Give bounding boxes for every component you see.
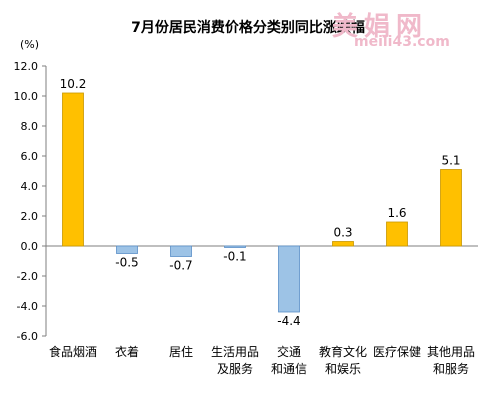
bar (278, 245, 300, 313)
y-tick-label: 0.0 (21, 240, 39, 253)
bar-value-label: 10.2 (60, 77, 87, 91)
y-tick-label: 6.0 (21, 150, 39, 163)
y-tick-label: -2.0 (17, 270, 38, 283)
x-category-label: 其他用品 (427, 345, 475, 359)
bar (62, 92, 84, 247)
chart-title: 7月份居民消费价格分类别同比涨跌幅 (131, 20, 365, 36)
bar (332, 241, 354, 247)
bar-value-label: 0.3 (333, 226, 352, 240)
x-category-label: 和服务 (433, 361, 469, 376)
bar-value-label: -0.7 (169, 259, 192, 273)
bar (224, 245, 246, 248)
x-category-label: 食品烟酒 (49, 344, 97, 359)
bar (440, 169, 462, 247)
bar-value-label: -0.1 (223, 250, 246, 264)
x-category-label: 医疗保健 (373, 345, 421, 359)
bar-value-label: -0.5 (115, 256, 138, 270)
x-category-label: 及服务 (217, 361, 253, 376)
x-category-label: 居住 (169, 345, 193, 359)
x-category-label: 生活用品 (211, 345, 259, 359)
y-tick-label: 10.0 (14, 90, 39, 103)
watermark-logo: 美娟网 meili43.com (332, 6, 492, 54)
bar (116, 245, 138, 254)
y-tick-label: 12.0 (14, 60, 39, 73)
y-tick-label: 2.0 (21, 210, 39, 223)
y-tick-label: 8.0 (21, 120, 39, 133)
bar-value-label: 5.1 (441, 154, 460, 168)
y-tick-label: 4.0 (21, 180, 39, 193)
watermark-main: 美娟网 (332, 12, 429, 42)
y-axis-unit: (%) (20, 38, 40, 51)
x-category-label: 衣着 (115, 344, 139, 359)
bar (386, 221, 408, 247)
y-tick-label: -6.0 (17, 330, 38, 343)
x-category-label: 交通 (277, 344, 301, 359)
bar (170, 245, 192, 257)
y-tick-label: -4.0 (17, 300, 38, 313)
watermark-sub: meili43.com (354, 34, 450, 50)
bar-value-label: -4.4 (277, 314, 300, 328)
bar-value-label: 1.6 (387, 206, 406, 220)
x-category-label: 和通信 (271, 362, 307, 376)
x-category-label: 教育文化 (319, 344, 367, 359)
x-category-label: 和娱乐 (325, 362, 361, 376)
